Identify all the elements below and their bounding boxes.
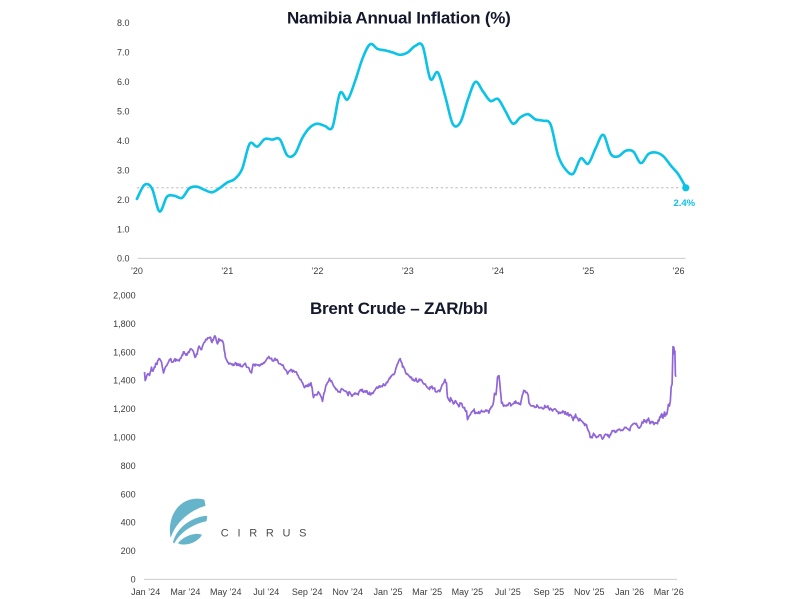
svg-text:0: 0 xyxy=(131,575,136,585)
svg-text:3.0: 3.0 xyxy=(117,165,130,175)
svg-text:’25: ’25 xyxy=(582,266,594,276)
svg-text:Jan ’24: Jan ’24 xyxy=(131,587,160,597)
svg-text:Nov ’24: Nov ’24 xyxy=(332,587,363,597)
svg-text:1.0: 1.0 xyxy=(117,224,130,234)
svg-text:Jan ’26: Jan ’26 xyxy=(615,587,644,597)
svg-text:CIRRUS: CIRRUS xyxy=(221,528,315,540)
svg-text:600: 600 xyxy=(121,489,136,499)
svg-text:8.0: 8.0 xyxy=(117,18,130,28)
svg-text:1,400: 1,400 xyxy=(113,376,136,386)
svg-text:Jul ’25: Jul ’25 xyxy=(495,587,521,597)
svg-text:7.0: 7.0 xyxy=(117,48,130,58)
svg-text:0.0: 0.0 xyxy=(117,254,130,264)
svg-text:’24: ’24 xyxy=(492,266,504,276)
svg-text:Jul ’24: Jul ’24 xyxy=(253,587,279,597)
svg-text:1,200: 1,200 xyxy=(113,404,136,414)
svg-text:’20: ’20 xyxy=(131,266,143,276)
svg-text:800: 800 xyxy=(121,461,136,471)
svg-text:1,600: 1,600 xyxy=(113,347,136,357)
svg-text:1,000: 1,000 xyxy=(113,433,136,443)
svg-text:6.0: 6.0 xyxy=(117,77,130,87)
svg-text:Mar ’26: Mar ’26 xyxy=(654,587,684,597)
svg-text:’23: ’23 xyxy=(402,266,414,276)
svg-text:Namibia Annual Inflation (%): Namibia Annual Inflation (%) xyxy=(287,8,511,27)
svg-text:Mar ’24: Mar ’24 xyxy=(170,587,200,597)
svg-text:’22: ’22 xyxy=(311,266,323,276)
svg-text:’21: ’21 xyxy=(221,266,233,276)
svg-text:Mar ’25: Mar ’25 xyxy=(412,587,442,597)
svg-text:May ’25: May ’25 xyxy=(452,587,484,597)
svg-text:Jan ’25: Jan ’25 xyxy=(373,587,402,597)
svg-text:200: 200 xyxy=(121,546,136,556)
svg-text:Brent Crude – ZAR/bbl: Brent Crude – ZAR/bbl xyxy=(310,299,488,318)
svg-text:May ’24: May ’24 xyxy=(210,587,242,597)
svg-text:400: 400 xyxy=(121,518,136,528)
svg-text:1,800: 1,800 xyxy=(113,319,136,329)
svg-text:Nov ’25: Nov ’25 xyxy=(574,587,605,597)
svg-text:5.0: 5.0 xyxy=(117,107,130,117)
svg-text:2.4%: 2.4% xyxy=(673,198,695,209)
svg-text:’26: ’26 xyxy=(672,266,684,276)
svg-text:Sep ’25: Sep ’25 xyxy=(534,587,565,597)
svg-text:4.0: 4.0 xyxy=(117,136,130,146)
svg-text:2.0: 2.0 xyxy=(117,195,130,205)
svg-text:2,000: 2,000 xyxy=(113,291,136,301)
svg-text:Sep ’24: Sep ’24 xyxy=(292,587,323,597)
